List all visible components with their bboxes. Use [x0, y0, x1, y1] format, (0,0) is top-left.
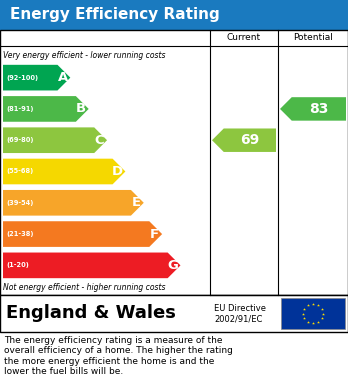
Text: Current: Current — [227, 34, 261, 43]
Polygon shape — [3, 159, 125, 184]
Polygon shape — [3, 96, 89, 122]
Text: (21-38): (21-38) — [6, 231, 33, 237]
Text: (39-54): (39-54) — [6, 200, 33, 206]
Text: Potential: Potential — [293, 34, 333, 43]
Text: Energy Efficiency Rating: Energy Efficiency Rating — [10, 7, 220, 23]
Text: B: B — [76, 102, 86, 115]
Polygon shape — [212, 129, 276, 152]
Polygon shape — [3, 127, 107, 153]
Bar — [0, 295, 348, 332]
Text: (81-91): (81-91) — [6, 106, 33, 112]
Text: Very energy efficient - lower running costs: Very energy efficient - lower running co… — [3, 52, 166, 61]
Text: G: G — [167, 259, 178, 272]
Text: 69: 69 — [240, 133, 260, 147]
Bar — [0, 0, 348, 30]
Text: EU Directive
2002/91/EC: EU Directive 2002/91/EC — [214, 304, 266, 323]
Polygon shape — [3, 190, 144, 215]
Text: A: A — [57, 71, 68, 84]
Polygon shape — [280, 97, 346, 121]
Text: 83: 83 — [309, 102, 329, 116]
Bar — [0, 30, 348, 295]
Text: The energy efficiency rating is a measure of the
overall efficiency of a home. T: The energy efficiency rating is a measur… — [4, 336, 233, 376]
Polygon shape — [3, 65, 70, 90]
Text: (1-20): (1-20) — [6, 262, 29, 268]
Text: C: C — [95, 134, 104, 147]
Text: Not energy efficient - higher running costs: Not energy efficient - higher running co… — [3, 283, 166, 292]
Bar — [281, 298, 345, 329]
Text: D: D — [112, 165, 123, 178]
Text: (69-80): (69-80) — [6, 137, 33, 143]
Text: (92-100): (92-100) — [6, 75, 38, 81]
Text: (55-68): (55-68) — [6, 169, 33, 174]
Polygon shape — [3, 253, 181, 278]
Text: England & Wales: England & Wales — [6, 305, 176, 323]
Polygon shape — [3, 221, 162, 247]
Text: E: E — [132, 196, 141, 209]
Text: F: F — [150, 228, 159, 240]
